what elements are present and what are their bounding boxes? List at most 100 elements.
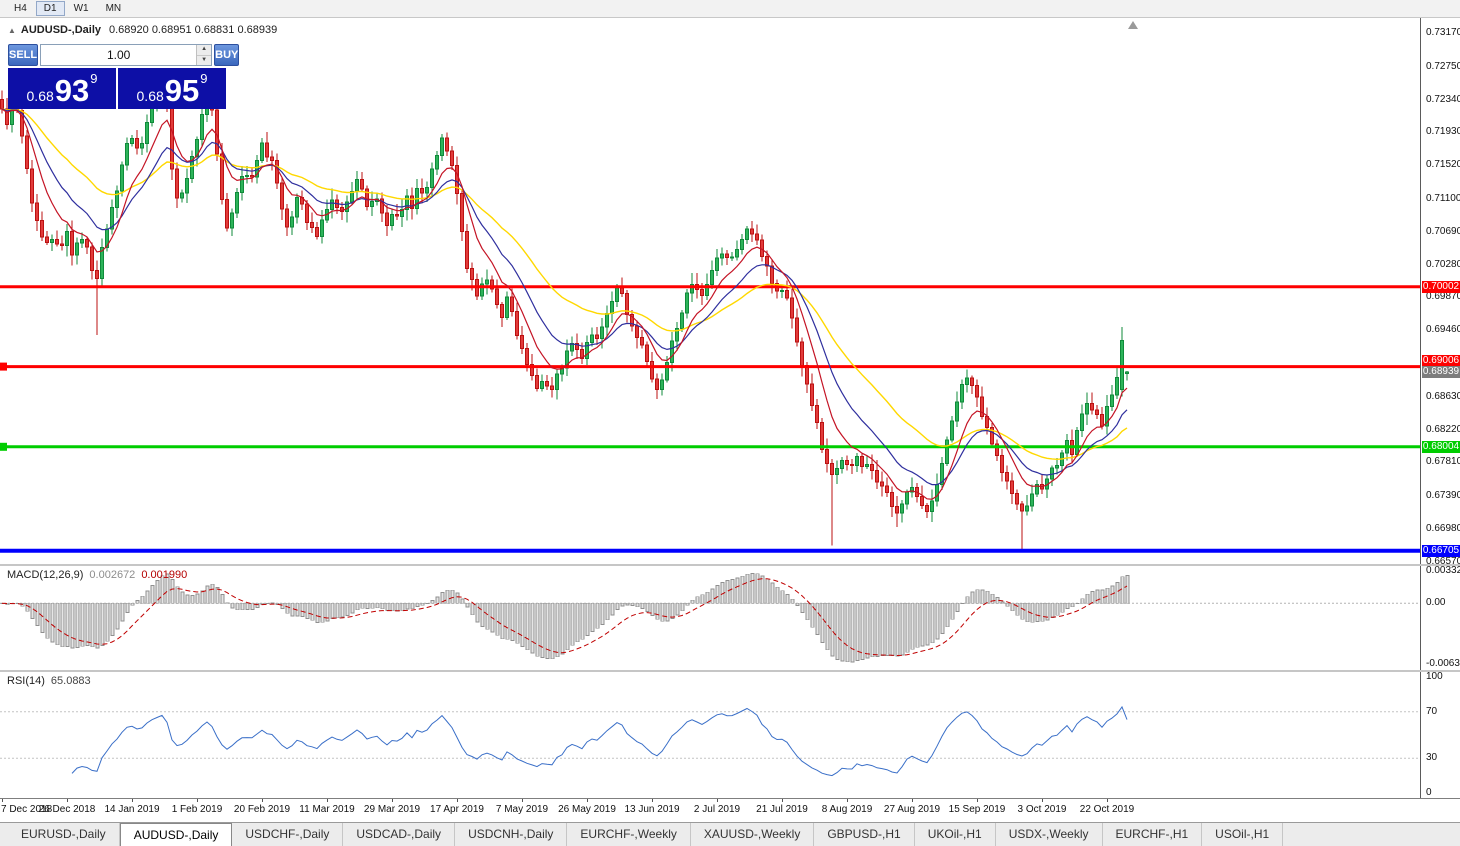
ask-price-prefix: 0.68 bbox=[136, 88, 164, 104]
moving-average-8 bbox=[1, 108, 1128, 500]
date-tick bbox=[262, 799, 263, 802]
macd-signal-value: 0.001990 bbox=[141, 569, 188, 581]
candlestick-chart[interactable] bbox=[0, 18, 1420, 564]
date-tick bbox=[717, 799, 718, 802]
scale-tick-label: 0.72340 bbox=[1426, 93, 1460, 105]
bid-price-badge: 0.68939 bbox=[1422, 365, 1460, 378]
date-label: 26 May 2019 bbox=[558, 804, 616, 815]
line-anchor-marker[interactable] bbox=[0, 362, 7, 371]
scale-tick-label: 0.71100 bbox=[1426, 192, 1460, 204]
date-label: 3 Oct 2019 bbox=[1017, 804, 1067, 815]
scale-tick-label: 0.71520 bbox=[1426, 159, 1460, 171]
date-tick bbox=[977, 799, 978, 802]
macd-scale: 0.00332 0.00 -0.00636 bbox=[1420, 565, 1460, 670]
line-anchor-marker[interactable] bbox=[0, 442, 7, 451]
scale-tick-label: 70 bbox=[1426, 705, 1438, 717]
date-tick bbox=[587, 799, 588, 802]
date-label: 2 Jul 2019 bbox=[693, 804, 741, 815]
scale-tick-label: 0.71930 bbox=[1426, 126, 1460, 138]
chart-tab-gbpusd-h1[interactable]: GBPUSD-,H1 bbox=[814, 823, 915, 846]
scale-tick-label: 0.00332 bbox=[1426, 565, 1460, 576]
ask-price-display[interactable]: 0.68 95 9 bbox=[118, 68, 226, 109]
candle-bodies-down bbox=[0, 85, 1104, 514]
timeframe-toolbar: H4 D1 W1 MN bbox=[0, 0, 1460, 18]
date-label: 26 Dec 2018 bbox=[38, 804, 96, 815]
scale-tick-label: 0.69460 bbox=[1426, 324, 1460, 336]
buy-button[interactable]: BUY bbox=[214, 44, 240, 66]
scale-tick-label: 30 bbox=[1426, 752, 1438, 764]
chart-tab-audusd-daily[interactable]: AUDUSD-,Daily bbox=[119, 823, 233, 846]
volume-input[interactable] bbox=[41, 45, 197, 65]
date-label: 8 Aug 2019 bbox=[821, 804, 873, 815]
date-label: 1 Feb 2019 bbox=[171, 804, 223, 815]
scale-tick-label: 0.72750 bbox=[1426, 60, 1460, 72]
date-tick bbox=[132, 799, 133, 802]
timeframe-button-d1[interactable]: D1 bbox=[35, 1, 65, 16]
price-scale[interactable]: 0.73170 0.72750 0.72340 0.71930 0.71520 0.711… bbox=[1420, 18, 1460, 567]
panel-divider[interactable] bbox=[0, 564, 1460, 566]
date-tick bbox=[392, 799, 393, 802]
scale-tick-label: 0.67390 bbox=[1426, 489, 1460, 501]
macd-chart bbox=[0, 573, 1420, 663]
scale-tick-label: 0.66570 bbox=[1426, 555, 1460, 567]
chart-tab-ukoil-h1[interactable]: UKOil-,H1 bbox=[915, 823, 996, 846]
chart-title: ▲ AUDUSD-,Daily 0.68920 0.68951 0.68831 0.… bbox=[8, 24, 277, 36]
scale-tick-label: 0.68220 bbox=[1426, 423, 1460, 435]
timeframe-button-w1[interactable]: W1 bbox=[73, 3, 89, 14]
chart-tab-usdcnh-daily[interactable]: USDCNH-,Daily bbox=[455, 823, 568, 846]
chart-tab-eurusd-daily[interactable]: EURUSD-,Daily bbox=[8, 823, 120, 846]
scale-tick-label: 0.66980 bbox=[1426, 522, 1460, 534]
scale-tick-label: 0 bbox=[1426, 787, 1432, 798]
date-label: 11 Mar 2019 bbox=[299, 804, 355, 815]
chart-tab-usdchf-daily[interactable]: USDCHF-,Daily bbox=[232, 823, 344, 846]
date-tick bbox=[2, 799, 3, 802]
bid-price-pips: 93 bbox=[54, 73, 90, 108]
bid-price-point: 9 bbox=[90, 71, 98, 86]
chart-shift-marker-icon[interactable] bbox=[1128, 21, 1138, 29]
timeframe-button-mn[interactable]: MN bbox=[105, 3, 122, 14]
volume-stepper[interactable]: ▲ ▼ bbox=[196, 45, 212, 65]
price-chart-panel: 0.73170 0.72750 0.72340 0.71930 0.71520 0.711… bbox=[0, 18, 1460, 567]
rsi-name: RSI(14) bbox=[7, 675, 45, 687]
date-tick bbox=[1107, 799, 1108, 802]
moving-average-34 bbox=[1, 108, 1128, 461]
collapse-trade-panel-icon[interactable]: ▲ bbox=[8, 26, 16, 35]
chart-tab-usoil-h1[interactable]: USOil-,H1 bbox=[1202, 823, 1284, 846]
macd-panel: 0.00332 0.00 -0.00636 MACD(12,26,9) 0.00267… bbox=[0, 565, 1460, 670]
date-tick bbox=[457, 799, 458, 802]
date-tick bbox=[652, 799, 653, 802]
panel-divider[interactable] bbox=[0, 670, 1460, 672]
scale-tick-label: 0.70280 bbox=[1426, 258, 1460, 270]
date-axis[interactable]: 7 Dec 2018 26 Dec 2018 14 Jan 2019 1 Feb 20… bbox=[0, 798, 1460, 822]
date-tick bbox=[522, 799, 523, 802]
chart-tab-xauusd-weekly[interactable]: XAUUSD-,Weekly bbox=[691, 823, 815, 846]
chart-window: 0.73170 0.72750 0.72340 0.71930 0.71520 0.711… bbox=[0, 18, 1460, 822]
price-badge-0.70002: 0.70002 bbox=[1422, 280, 1460, 293]
macd-signal-line bbox=[1, 578, 1128, 657]
date-label: 27 Aug 2019 bbox=[883, 804, 941, 815]
scale-tick-label: 100 bbox=[1426, 671, 1443, 682]
chart-tab-usdcad-daily[interactable]: USDCAD-,Daily bbox=[343, 823, 456, 846]
date-tick bbox=[847, 799, 848, 802]
date-tick bbox=[327, 799, 328, 802]
chart-tab-eurchf-h1[interactable]: EURCHF-,H1 bbox=[1103, 823, 1203, 846]
volume-up-icon[interactable]: ▲ bbox=[197, 45, 212, 56]
date-label: 15 Sep 2019 bbox=[948, 804, 1006, 815]
volume-down-icon[interactable]: ▼ bbox=[197, 55, 212, 65]
chart-tab-eurchf-weekly[interactable]: EURCHF-,Weekly bbox=[567, 823, 691, 846]
scale-tick-label: 0.73170 bbox=[1426, 27, 1460, 39]
chart-tabs-bar: EURUSD-,Daily AUDUSD-,Daily USDCHF-,Daily U… bbox=[0, 822, 1460, 846]
price-badge-0.69006: 0.69006 bbox=[1422, 354, 1460, 367]
date-label: 22 Oct 2019 bbox=[1079, 804, 1135, 815]
date-tick bbox=[912, 799, 913, 802]
rsi-label: RSI(14) 65.0883 bbox=[7, 675, 91, 687]
sell-button[interactable]: SELL bbox=[8, 44, 39, 66]
date-label: 7 May 2019 bbox=[495, 804, 549, 815]
timeframe-button-h4[interactable]: H4 bbox=[14, 3, 27, 14]
bid-price-display[interactable]: 0.68 93 9 bbox=[8, 68, 116, 109]
date-tick bbox=[782, 799, 783, 802]
rsi-line bbox=[71, 705, 1128, 777]
chart-tab-usdx-weekly[interactable]: USDX-,Weekly bbox=[996, 823, 1103, 846]
scale-tick-label: 0.67810 bbox=[1426, 456, 1460, 468]
